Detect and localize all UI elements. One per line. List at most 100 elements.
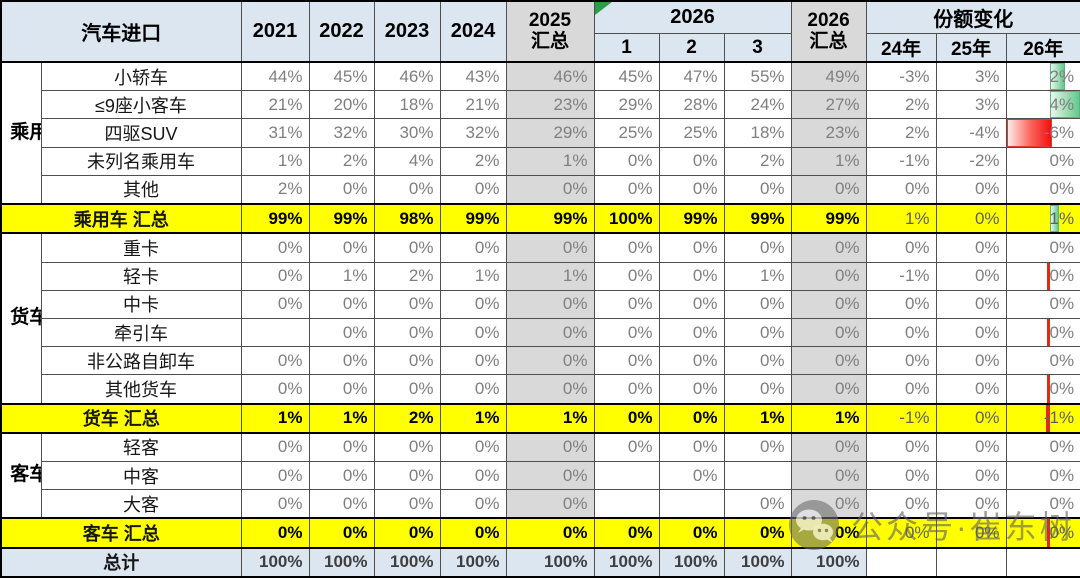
cell: 27% [790, 90, 867, 120]
table-row: 总计 100% 100% 100% 100% 100% 100% 100% 100% 100% [0, 546, 1080, 578]
cell: 0% [240, 289, 310, 319]
cell: 0% [240, 374, 310, 405]
cell: 0% [658, 517, 725, 549]
cell: 1% [308, 402, 375, 434]
cell: 0% [593, 232, 660, 263]
cell: 0% [865, 232, 937, 263]
cell: 100% [308, 546, 375, 578]
cell: 0% [593, 317, 660, 348]
cell: 0% [373, 346, 441, 376]
col-header-share-25: 25年 [935, 33, 1007, 63]
cell: 21% [439, 90, 507, 120]
cell: 2% [308, 146, 375, 176]
cell: 2% [439, 146, 507, 176]
data-bar [1046, 263, 1050, 290]
cell: 2% [240, 174, 310, 205]
cell: 0% [308, 346, 375, 376]
cell: 0% [935, 402, 1007, 434]
cell: 0% [658, 432, 725, 462]
cell: 0% [505, 489, 595, 519]
cell: 1% [505, 146, 595, 176]
cell: 0% [658, 460, 725, 491]
cell: 0% [865, 374, 937, 405]
col-header-2022: 2022 [308, 0, 375, 63]
data-bar [1046, 375, 1050, 403]
cell [1005, 546, 1080, 578]
cell: 100% [593, 203, 660, 235]
cell: 0% [439, 346, 507, 376]
cell: 44% [240, 61, 310, 92]
cell: 0% [1005, 174, 1080, 205]
cell: 99% [240, 203, 310, 235]
cell: 0% [658, 317, 725, 348]
cell: 0% [593, 432, 660, 462]
data-bar [1049, 63, 1065, 90]
table-row: 牵引车 0% 0% 0% 0% 0% 0% 0% 0% 0% 0% 0% [1, 317, 1080, 348]
cell: 0% [240, 460, 310, 491]
data-bar [1045, 405, 1050, 431]
cell: 0% [1005, 317, 1080, 348]
cell: 0% [935, 261, 1007, 291]
cell: -4% [935, 118, 1007, 148]
cell: 0% [308, 174, 375, 205]
cell: 0% [593, 374, 660, 405]
cell: 0% [1005, 489, 1080, 519]
cell: 0% [593, 517, 660, 549]
row-label: 重卡 [40, 232, 242, 263]
cell: 100% [658, 546, 725, 578]
cell: 0% [865, 460, 937, 491]
row-label: 中卡 [40, 289, 242, 319]
cell [593, 489, 660, 519]
cell: -2% [935, 146, 1007, 176]
cell: 0% [658, 146, 725, 176]
cell: 32% [439, 118, 507, 148]
table-body: 乘用车小轿车44%45%46%43%46%45%47%55%49%-3%3%2%… [0, 61, 1080, 578]
cell: 0% [790, 232, 867, 263]
cell: 4% [373, 146, 441, 176]
cell: 99% [439, 203, 507, 235]
cell: 0% [373, 374, 441, 405]
cell: -1% [1005, 402, 1080, 434]
cell: 0% [723, 432, 792, 462]
cell: 0% [439, 317, 507, 348]
cell: 0% [658, 261, 725, 291]
cell: 0% [865, 517, 937, 549]
cell [658, 489, 725, 519]
row-label: 四驱SUV [40, 118, 242, 148]
cell: 0% [658, 374, 725, 405]
row-label: 其他货车 [40, 374, 242, 405]
row-label: 其他 [40, 174, 242, 205]
cell: 0% [790, 460, 867, 491]
data-bar [1049, 206, 1059, 232]
cell: 0% [439, 374, 507, 405]
cell: 0% [505, 432, 595, 462]
cell [935, 546, 1007, 578]
cell: 0% [658, 174, 725, 205]
table-header: 汽车进口 2021 2022 2023 2024 2025 汇总 2026 20… [0, 0, 1080, 63]
cell: -1% [865, 261, 937, 291]
cell: 18% [373, 90, 441, 120]
cell: 0% [240, 432, 310, 462]
cell: 0% [373, 517, 441, 549]
cell: 99% [790, 203, 867, 235]
cell: 0% [723, 289, 792, 319]
green-corner-triangle [595, 2, 612, 15]
cell: 0% [308, 517, 375, 549]
cell: 4% [1005, 90, 1080, 120]
cell: 1% [723, 261, 792, 291]
col-group-header-2026: 2026 [593, 0, 792, 34]
cell: 0% [723, 346, 792, 376]
cell: 0% [723, 517, 792, 549]
cell: 0% [308, 489, 375, 519]
row-label: 轻卡 [40, 261, 242, 291]
cell: 2% [373, 402, 441, 434]
row-label: 总计 [0, 546, 242, 578]
cell: 28% [658, 90, 725, 120]
cell: 0% [439, 174, 507, 205]
cell: 1% [1005, 203, 1080, 235]
cell: 0% [373, 432, 441, 462]
cell: 0% [505, 174, 595, 205]
cell: 0% [373, 317, 441, 348]
row-label: 小轿车 [40, 61, 242, 92]
